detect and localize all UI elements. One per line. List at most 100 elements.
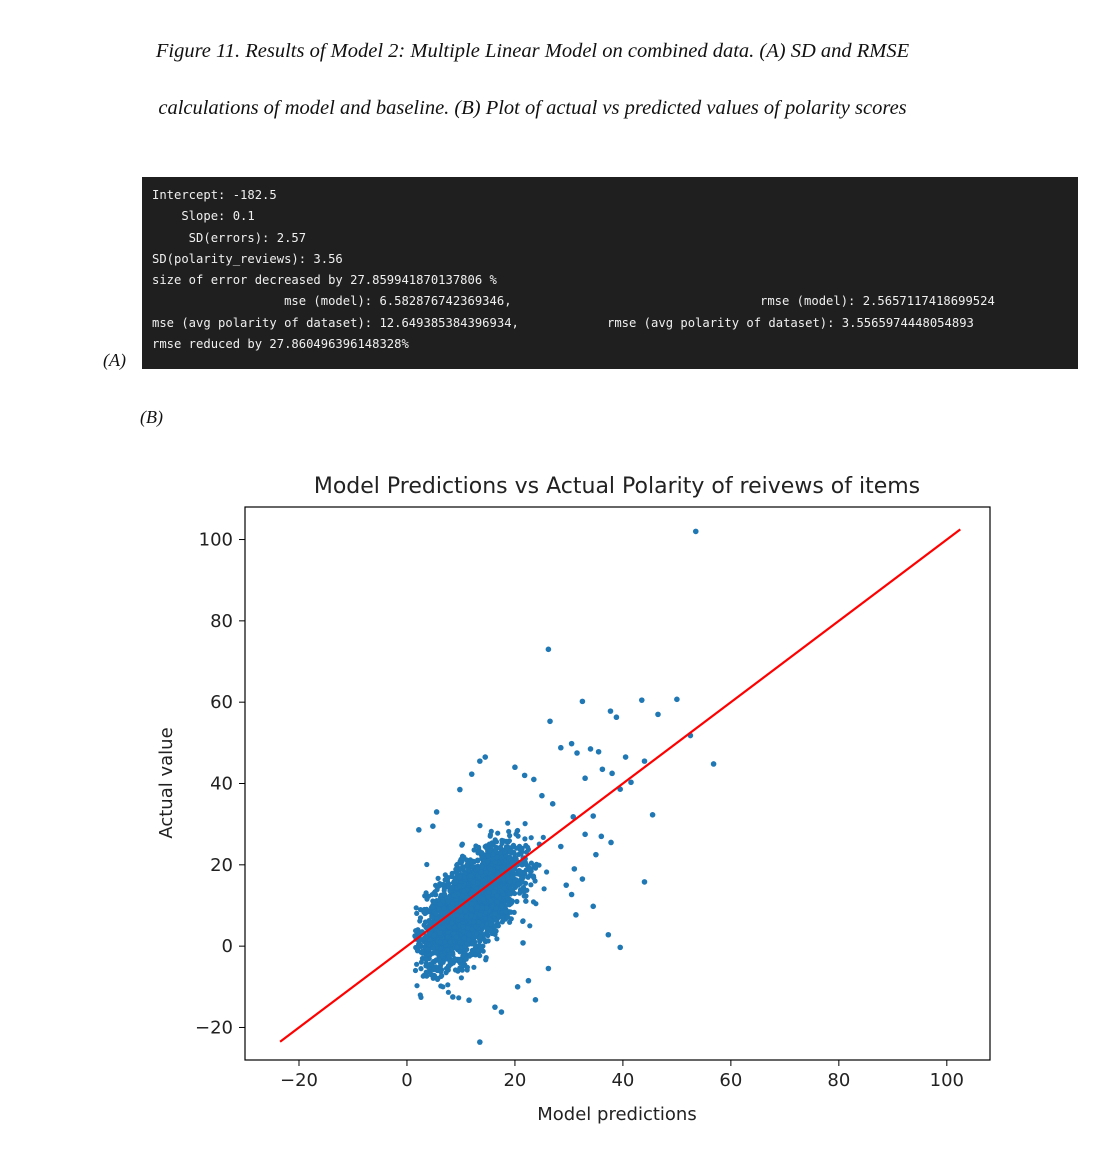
data-point xyxy=(458,975,464,981)
console-line: rmse reduced by 27.860496396148328% xyxy=(152,334,1078,355)
data-point xyxy=(449,920,455,926)
data-point xyxy=(571,866,578,872)
data-point xyxy=(457,858,463,864)
data-point xyxy=(437,939,443,945)
data-point xyxy=(424,861,430,868)
data-point xyxy=(430,823,436,829)
data-point xyxy=(461,874,467,880)
data-point xyxy=(469,941,475,947)
data-point xyxy=(477,823,483,829)
data-point xyxy=(471,847,477,853)
data-point xyxy=(492,923,498,930)
data-point xyxy=(467,873,474,879)
data-point xyxy=(479,863,485,870)
data-point xyxy=(433,809,440,815)
data-point xyxy=(638,697,645,703)
data-point xyxy=(483,869,489,876)
data-point xyxy=(432,899,438,905)
data-point xyxy=(461,935,467,941)
data-point xyxy=(507,833,513,839)
data-point xyxy=(435,975,441,982)
data-point xyxy=(523,898,529,904)
data-point xyxy=(520,875,526,881)
data-point xyxy=(521,889,527,895)
data-point xyxy=(435,883,442,889)
data-point xyxy=(613,714,620,721)
data-point xyxy=(468,913,474,919)
console-line: SD(polarity_reviews): 3.56 xyxy=(152,249,1078,270)
data-point xyxy=(448,905,454,911)
y-tick-label: −20 xyxy=(195,1017,233,1038)
data-point xyxy=(530,873,537,879)
console-text: rmse reduced by 27.860496396148328% xyxy=(152,337,409,352)
console-line: mse (model): 6.582876742369346, rmse (mod… xyxy=(152,291,1078,312)
data-point xyxy=(545,646,552,653)
data-point xyxy=(440,984,446,990)
data-point xyxy=(582,831,588,838)
data-point xyxy=(517,851,523,857)
data-point xyxy=(423,957,429,963)
data-point xyxy=(495,864,501,870)
data-point xyxy=(579,698,586,705)
console-text: SD(polarity_reviews): 3.56 xyxy=(152,251,343,266)
data-point xyxy=(448,873,455,880)
data-point xyxy=(435,875,441,881)
x-tick-label: 100 xyxy=(930,1070,964,1091)
data-point xyxy=(547,718,553,725)
data-point xyxy=(495,830,501,836)
data-point xyxy=(570,814,577,820)
data-point xyxy=(479,905,485,911)
data-point xyxy=(450,951,456,958)
data-point xyxy=(440,925,446,931)
data-point xyxy=(422,919,429,925)
data-point xyxy=(470,879,476,885)
panel-label-b: (B) xyxy=(140,407,163,427)
data-point xyxy=(478,945,484,951)
data-point xyxy=(450,994,456,1000)
data-point xyxy=(466,932,472,938)
data-point xyxy=(476,919,482,925)
data-point xyxy=(494,936,500,942)
data-point xyxy=(549,801,556,807)
data-point xyxy=(431,966,437,973)
data-point xyxy=(511,879,517,885)
data-point xyxy=(459,967,465,973)
data-point xyxy=(419,948,425,954)
data-point xyxy=(503,838,509,844)
data-point xyxy=(445,982,451,988)
data-point xyxy=(512,764,518,771)
data-point xyxy=(464,967,470,973)
chart-title: Model Predictions vs Actual Polarity of … xyxy=(314,474,920,499)
data-point xyxy=(477,1039,483,1045)
y-tick-label: 20 xyxy=(210,855,233,876)
data-point xyxy=(421,909,427,915)
data-point xyxy=(438,945,444,951)
data-point xyxy=(641,758,648,764)
data-point xyxy=(517,869,523,875)
data-point xyxy=(464,941,470,947)
data-point xyxy=(423,933,429,939)
data-point xyxy=(510,874,516,880)
data-point xyxy=(414,983,420,989)
data-point xyxy=(438,892,444,898)
console-line: Intercept: -182.5 xyxy=(152,185,1078,206)
data-point xyxy=(494,893,500,899)
data-point xyxy=(413,905,419,911)
data-point xyxy=(445,989,451,995)
data-point xyxy=(457,867,463,873)
scatter-points xyxy=(412,528,717,1045)
data-point xyxy=(465,867,471,873)
data-point xyxy=(457,908,463,914)
data-point xyxy=(468,951,474,957)
data-point xyxy=(414,910,420,916)
console-text: SD(errors): 2.57 xyxy=(152,230,307,245)
data-point xyxy=(484,858,491,864)
y-axis-label: Actual value xyxy=(156,727,177,838)
data-point xyxy=(454,912,460,918)
data-point xyxy=(425,946,431,952)
data-point xyxy=(444,947,450,953)
console-text: mse (avg polarity of dataset): 12.649385… xyxy=(152,315,519,330)
data-point xyxy=(506,828,512,835)
data-point xyxy=(507,879,513,885)
data-point xyxy=(437,901,443,907)
